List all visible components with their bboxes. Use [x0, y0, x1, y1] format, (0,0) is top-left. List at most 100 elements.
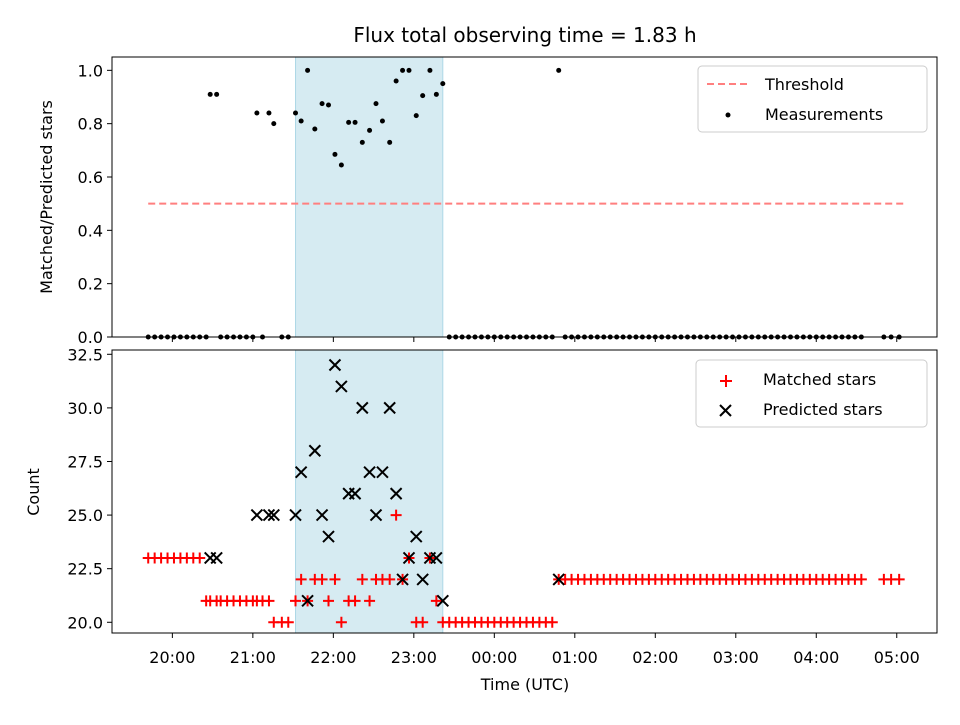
matched-star-point [263, 595, 275, 607]
matched-star-point [855, 573, 867, 585]
matched-star-point [194, 552, 206, 564]
predicted-star-point [308, 444, 322, 457]
matched-star-point [893, 573, 905, 585]
measurement-point [338, 162, 344, 168]
matched-star-point [282, 616, 294, 628]
matched-star-point [356, 573, 368, 585]
predicted-star-point [376, 465, 389, 479]
top-y-tick-label: 0.8 [78, 115, 103, 134]
matched-star-point [329, 573, 341, 585]
matched-star-point [384, 573, 396, 585]
matched-star-point [417, 616, 429, 628]
measurement-point [556, 67, 562, 73]
legend-measurements-label: Measurements [765, 105, 883, 124]
measurement-point [427, 67, 433, 73]
observing-window-span [295, 349, 444, 634]
predicted-star-point [267, 508, 280, 522]
legend-predicted-swatch [719, 404, 732, 417]
bottom-x-axis-label: Time (UTC) [480, 675, 569, 694]
predicted-star-point [552, 573, 565, 586]
measurement-point [305, 67, 311, 73]
bottom-y-tick-label: 30.0 [67, 399, 103, 418]
predicted-star-point [416, 573, 429, 586]
predicted-star-point [369, 508, 383, 522]
predicted-star-point [436, 594, 450, 608]
predicted-star-point [389, 487, 403, 500]
top-y-axis-label: Matched/Predicted stars [37, 100, 56, 294]
chart-title: Flux total observing time = 1.83 h [353, 23, 696, 47]
matched-star-point [323, 595, 335, 607]
measurement-point [352, 119, 358, 125]
bottom-x-tick-label: 05:00 [874, 648, 920, 667]
measurement-point [387, 139, 393, 145]
predicted-star-point [356, 401, 369, 415]
bottom-y-tick-label: 27.5 [67, 452, 103, 471]
measurement-point [433, 91, 439, 97]
measurement-point [400, 67, 406, 73]
predicted-star-point [315, 508, 329, 522]
bottom-x-tick-label: 00:00 [471, 648, 517, 667]
bottom-y-axis: 20.0 22.5 25.0 27.5 30.0 32.5 [67, 345, 112, 632]
bottom-x-tick-label: 22:00 [310, 648, 356, 667]
observing-window-span [295, 56, 444, 338]
predicted-star-point [289, 508, 302, 522]
matched-star-point [349, 595, 361, 607]
predicted-star-point [396, 573, 409, 586]
predicted-star-point [335, 380, 348, 393]
bottom-y-tick-label: 25.0 [67, 506, 103, 525]
matched-star-point [546, 616, 558, 628]
measurement-point [326, 102, 332, 108]
predicted-star-point [262, 508, 276, 522]
legend-predicted-label: Predicted stars [763, 400, 883, 419]
predicted-star-point [410, 530, 423, 543]
bottom-x-tick-label: 20:00 [149, 648, 195, 667]
measurement-point [271, 121, 277, 127]
predicted-star-point [301, 594, 314, 608]
measurement-point [293, 110, 299, 116]
measurement-point [393, 78, 399, 84]
bottom-y-axis-label: Count [24, 468, 43, 516]
matched-star-point [390, 509, 402, 521]
measurement-point [266, 110, 272, 116]
measurement-point [373, 101, 379, 107]
bottom-y-tick-label: 20.0 [67, 613, 103, 632]
predicted-star-point [402, 551, 416, 565]
top-y-tick-label: 0.6 [78, 168, 103, 187]
predicted-star-point [210, 551, 223, 565]
predicted-star-point [430, 551, 443, 565]
measurement-point [254, 110, 260, 116]
matched-star-point [316, 573, 328, 585]
bottom-legend-box [695, 359, 928, 428]
bottom-x-axis: 20:00 21:00 22:00 23:00 00:00 01:00 02:00 03:00… [149, 633, 920, 667]
top-y-tick-label: 1.0 [78, 61, 103, 80]
top-legend: Threshold Measurements [697, 65, 928, 133]
measurement-point [420, 93, 426, 99]
measurement-point [367, 127, 373, 133]
bottom-y-tick-label: 32.5 [67, 345, 103, 364]
measurement-point [346, 119, 352, 125]
matched-star-point [295, 573, 307, 585]
legend-matched-swatch [720, 375, 732, 387]
matched-star-point [335, 616, 347, 628]
predicted-star-point [250, 508, 264, 522]
measurement-point [379, 118, 385, 124]
predicted-star-point [363, 465, 376, 479]
measurement-point [312, 126, 318, 132]
top-legend-box [697, 65, 928, 133]
measurement-point [214, 91, 220, 97]
bottom-shaded-span [295, 349, 444, 634]
matched-star-point [430, 595, 442, 607]
bottom-x-tick-label: 03:00 [713, 648, 759, 667]
bottom-x-tick-label: 21:00 [230, 648, 276, 667]
measurement-point [332, 151, 338, 157]
bottom-matched-points [142, 509, 905, 628]
measurement-point [298, 118, 304, 124]
bottom-axes-frame [111, 349, 938, 634]
matched-star-point [364, 595, 376, 607]
predicted-star-point [294, 465, 308, 479]
bottom-predicted-points [203, 358, 565, 608]
top-y-axis: 0.0 0.2 0.4 0.6 0.8 1.0 [78, 61, 112, 347]
bottom-panel: 20.0 22.5 25.0 27.5 30.0 32.5 20:00 21:00 22:00… [24, 345, 938, 694]
bottom-x-tick-label: 04:00 [793, 648, 839, 667]
predicted-star-point [322, 530, 335, 543]
